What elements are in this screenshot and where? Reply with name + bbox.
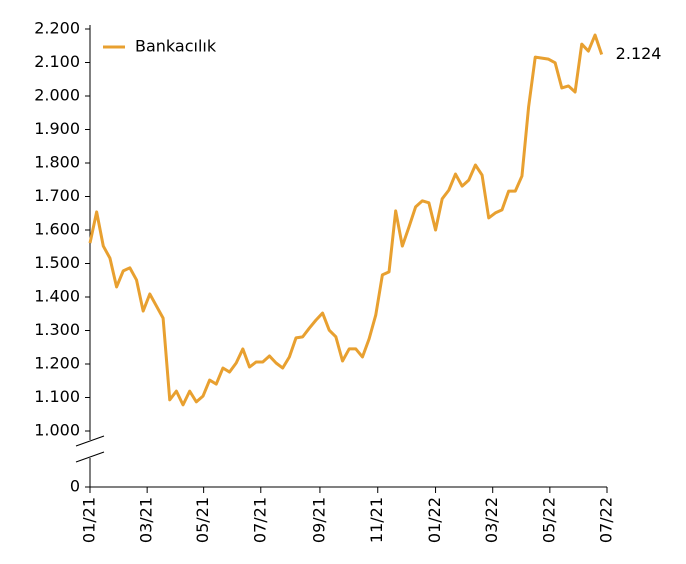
x-tick-label: 03/21 xyxy=(137,497,156,543)
y-tick-label: 0 xyxy=(70,477,80,496)
x-tick-label: 05/21 xyxy=(193,497,212,543)
x-tick-label: 09/21 xyxy=(309,497,328,543)
y-tick-label: 1.800 xyxy=(34,153,80,172)
x-tick-label: 01/22 xyxy=(425,497,444,543)
y-tick-label: 1.900 xyxy=(34,119,80,138)
y-tick-label: 2.200 xyxy=(34,19,80,38)
x-tick-label: 01/21 xyxy=(80,497,99,543)
y-tick-label: 2.000 xyxy=(34,86,80,105)
y-tick-label: 2.100 xyxy=(34,52,80,71)
y-tick-label: 1.500 xyxy=(34,253,80,272)
legend-label: Bankacılık xyxy=(135,37,217,56)
x-tick-label: 07/22 xyxy=(597,497,616,543)
y-tick-label: 1.300 xyxy=(34,320,80,339)
y-tick-label: 1.700 xyxy=(34,186,80,205)
axis-break xyxy=(75,435,105,447)
x-tick-label: 05/22 xyxy=(539,497,558,543)
data-label: 2.124 xyxy=(616,44,662,63)
x-tick-label: 03/22 xyxy=(482,497,501,543)
y-tick-label: 1.200 xyxy=(34,354,80,373)
y-tick-label: 1.000 xyxy=(34,421,80,440)
line xyxy=(88,33,604,407)
y-tick-label: 1.400 xyxy=(34,287,80,306)
axis-break xyxy=(75,451,105,463)
y-tick-label: 1.600 xyxy=(34,220,80,239)
x-tick-label: 11/21 xyxy=(367,497,386,543)
y-tick-label: 1.100 xyxy=(34,387,80,406)
x-tick-label: 07/21 xyxy=(250,497,269,543)
